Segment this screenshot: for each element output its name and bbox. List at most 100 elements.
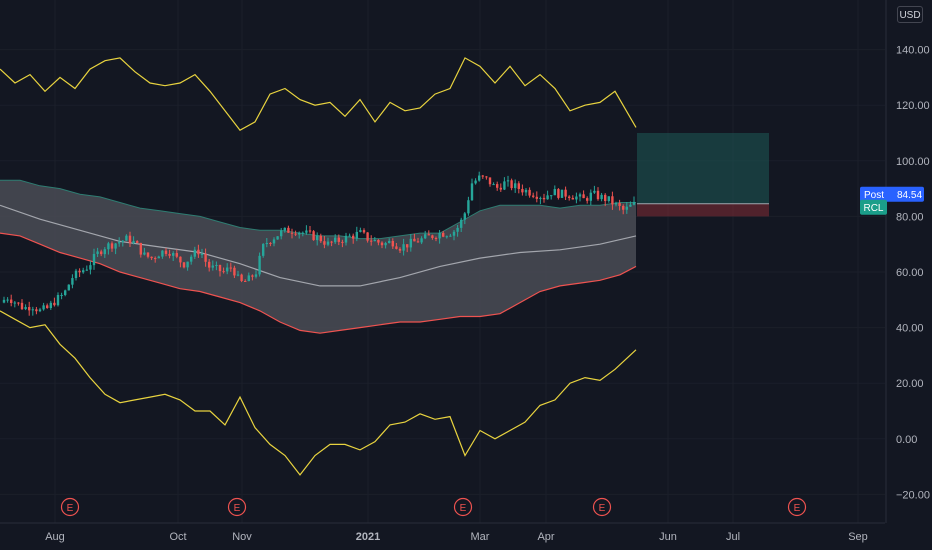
candle-body <box>348 235 351 237</box>
long-position-tool[interactable] <box>637 133 769 217</box>
candle-body <box>298 232 301 235</box>
candle-body <box>625 206 628 210</box>
candle-body <box>42 305 45 310</box>
candle-body <box>226 267 229 272</box>
earnings-marker[interactable]: E <box>592 497 612 517</box>
candle-body <box>344 235 348 243</box>
x-tick-label: 2021 <box>356 531 380 543</box>
middle-band-line <box>0 204 637 287</box>
y-tick-label: 100.00 <box>896 156 930 168</box>
candle-body <box>60 294 63 296</box>
candle-body <box>164 250 168 254</box>
y-tick-label: −20.00 <box>896 489 930 501</box>
candle-body <box>78 270 81 273</box>
earnings-marker[interactable]: E <box>787 497 807 517</box>
candle-body <box>38 309 42 312</box>
candle-body <box>35 309 38 312</box>
candle-body <box>290 232 294 234</box>
price-axis[interactable]: 140.00 120.00 100.00 80.00 60.00 40.00 20.00 0.… <box>885 0 932 550</box>
candle-body <box>463 213 466 220</box>
candle-body <box>193 249 196 257</box>
outer-envelope <box>0 57 637 476</box>
candle-body <box>244 280 247 282</box>
candle-body <box>31 309 34 311</box>
candle-body <box>247 275 250 282</box>
earnings-marker[interactable]: E <box>60 497 80 517</box>
candle-body <box>535 196 538 199</box>
candle-body <box>528 189 531 196</box>
candle-body <box>316 235 319 241</box>
candle-body <box>323 241 326 245</box>
candle-body <box>510 180 513 189</box>
candle-body <box>265 242 268 245</box>
candle-body <box>485 176 488 178</box>
candle-body <box>550 195 553 197</box>
candle-body <box>452 231 456 236</box>
candle-body <box>294 233 297 235</box>
earnings-circle <box>787 497 807 517</box>
candle-body <box>74 270 78 279</box>
candle-body <box>49 302 52 308</box>
time-axis[interactable]: Aug Oct Nov 2021 Mar Apr Jun Jul Sep <box>0 522 885 543</box>
candle-body <box>611 196 614 205</box>
target-zone[interactable] <box>637 133 769 204</box>
candle-body <box>269 242 272 244</box>
post-price-value: 84.54 <box>897 190 922 201</box>
price-axis-bg <box>886 0 932 550</box>
candle-body <box>388 240 391 244</box>
candle-body <box>71 278 74 285</box>
candle-body <box>218 265 222 272</box>
earnings-label: E <box>794 503 801 514</box>
symbol-tag: RCL <box>860 199 887 215</box>
candle-body <box>56 294 60 306</box>
y-tick-label: 120.00 <box>896 100 930 112</box>
post-price-tag: Post 84.54 <box>860 186 924 202</box>
candle-body <box>449 235 452 237</box>
candle-body <box>600 194 603 200</box>
candle-body <box>503 181 506 190</box>
candle-body <box>571 197 574 200</box>
candle-body <box>319 235 322 242</box>
candle-body <box>586 198 589 201</box>
x-tick-label: Aug <box>45 531 65 543</box>
earnings-marker[interactable]: E <box>453 497 473 517</box>
outer-upper-line <box>0 57 637 131</box>
earnings-circle <box>227 497 247 517</box>
candle-body <box>136 241 139 243</box>
candle-body <box>154 258 157 260</box>
candle-body <box>467 200 470 214</box>
earnings-label: E <box>234 503 241 514</box>
candle-body <box>434 237 438 239</box>
candle-body <box>330 241 333 243</box>
candle-body <box>204 253 207 262</box>
earnings-circle <box>60 497 80 517</box>
candle-body <box>334 237 337 243</box>
candle-body <box>427 234 430 236</box>
candle-body <box>622 205 625 210</box>
candle-body <box>233 267 236 276</box>
candle-body <box>370 240 373 242</box>
candle-body <box>398 248 402 251</box>
stop-zone[interactable] <box>637 203 769 217</box>
currency-button[interactable]: USD <box>897 6 923 23</box>
candle-body <box>337 237 340 242</box>
candle-body <box>589 192 592 201</box>
candle-body <box>488 177 492 185</box>
candle-body <box>182 262 186 268</box>
candle-body <box>13 302 16 304</box>
candle-body <box>118 242 121 244</box>
candle-body <box>492 184 495 186</box>
candle-body <box>377 239 380 243</box>
candle-body <box>481 175 484 177</box>
earnings-marker[interactable]: E <box>227 497 247 517</box>
candle-body <box>85 269 88 271</box>
candle-body <box>287 227 290 233</box>
candle-body <box>524 189 528 193</box>
candle-body <box>229 267 232 269</box>
candle-body <box>211 265 214 268</box>
candle-body <box>240 274 243 281</box>
candle-body <box>413 238 416 242</box>
candle-body <box>596 190 600 200</box>
